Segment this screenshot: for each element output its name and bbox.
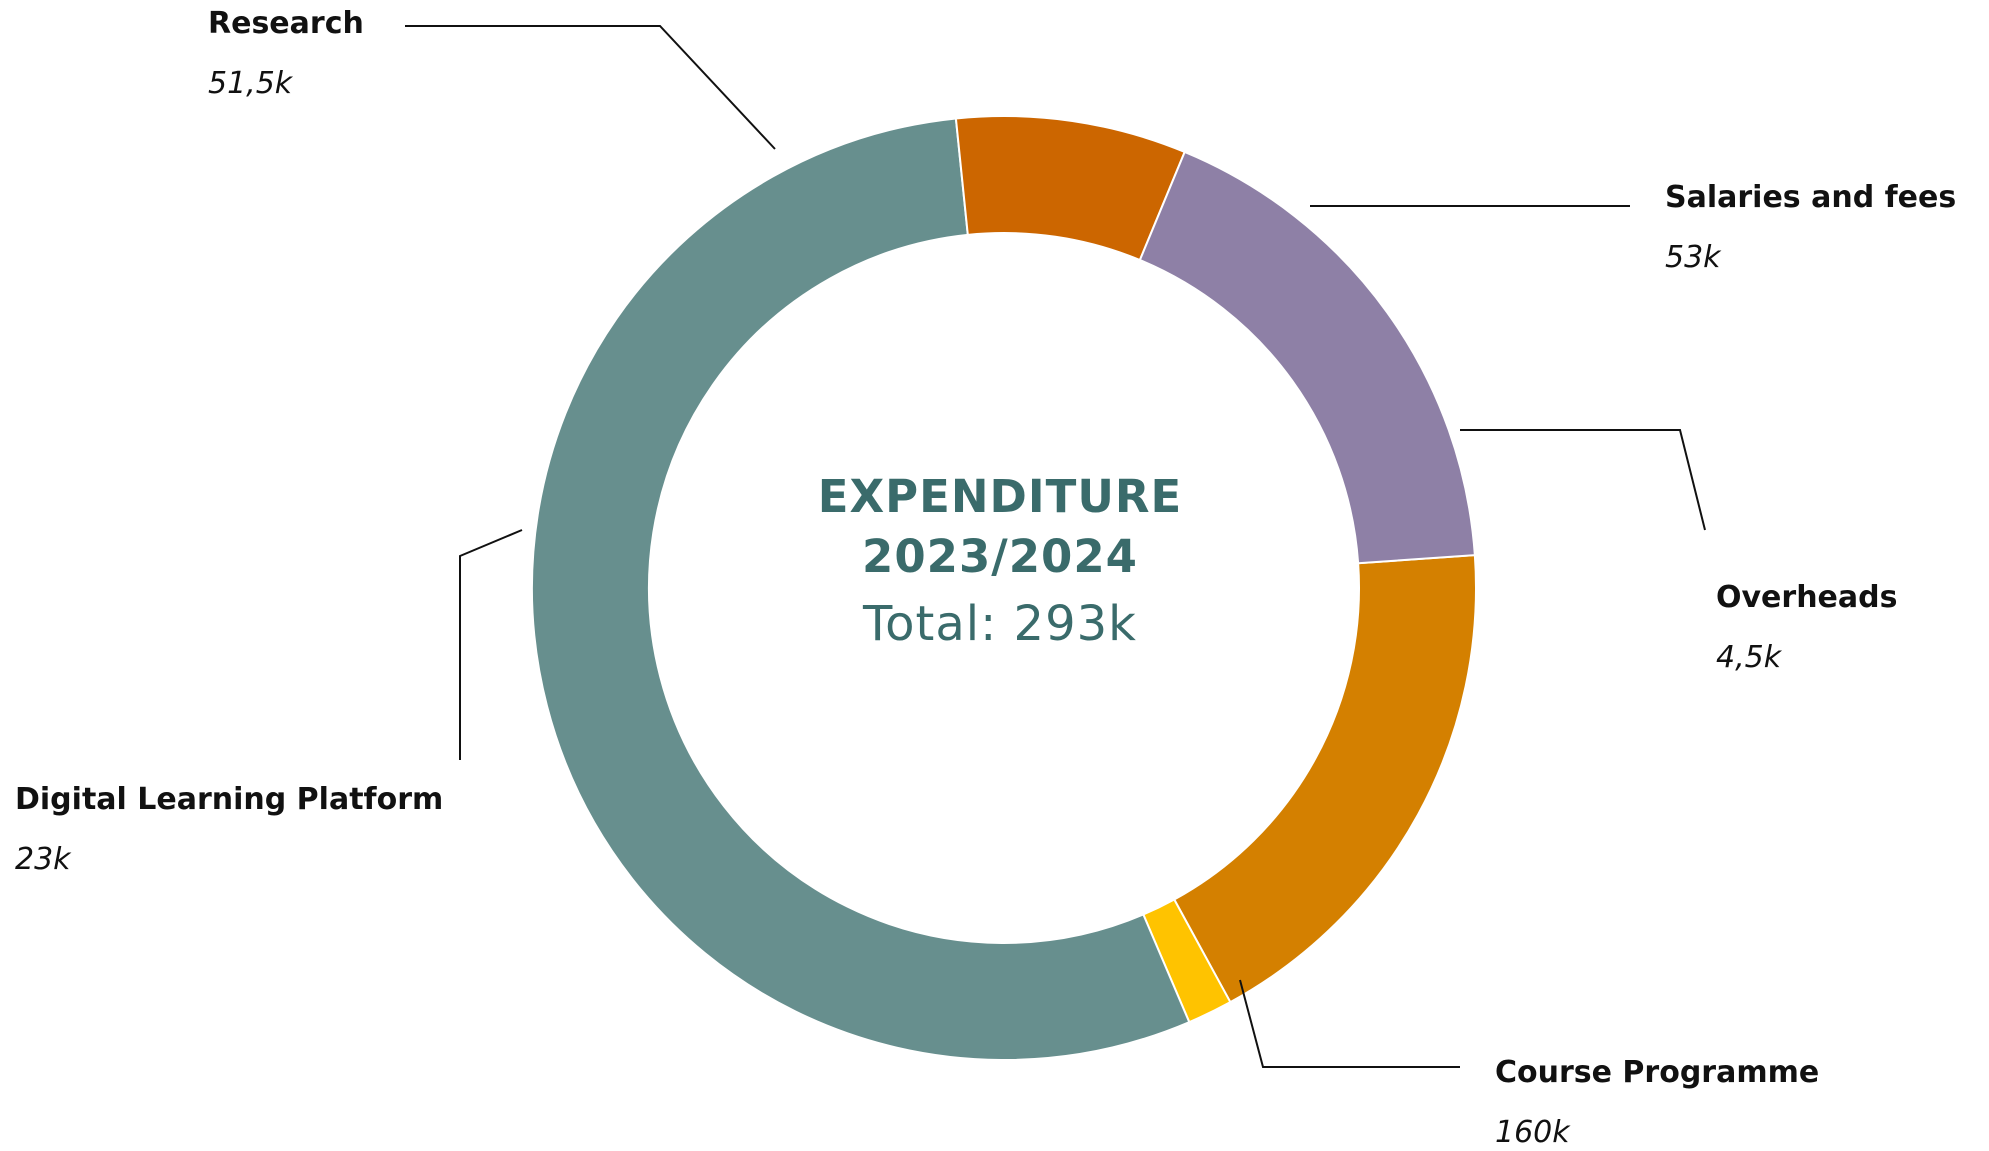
slice-name-overheads: Overheads xyxy=(1716,580,1898,615)
leader-line-research xyxy=(405,25,776,150)
chart-title: EXPENDITURE xyxy=(817,470,1183,523)
slice-value-course-programme: 160k xyxy=(1495,1115,1570,1150)
slice-value-research: 51,5k xyxy=(208,66,293,101)
slice-label-digital-learning: Digital Learning Platform 23k xyxy=(15,782,443,878)
chart-total-label: Total: 293k xyxy=(863,596,1137,652)
slice-name-research: Research xyxy=(208,6,364,41)
donut-slice-course-programme xyxy=(531,117,1191,1061)
slice-value-salaries: 53k xyxy=(1665,240,1721,275)
donut-slice-research xyxy=(1138,150,1476,565)
slice-value-overheads: 4,5k xyxy=(1716,640,1782,675)
leader-line-overheads xyxy=(1460,429,1706,531)
slice-label-course-programme: Course Programme 160k xyxy=(1495,1055,1819,1151)
slice-label-salaries: Salaries and fees 53k xyxy=(1665,180,1956,276)
slices-layer xyxy=(531,115,1477,1061)
leader-line-digital-learning xyxy=(459,529,523,760)
slice-label-overheads: Overheads 4,5k xyxy=(1716,580,1897,676)
slice-label-research: Research 51,5k xyxy=(208,6,364,102)
leader-lines xyxy=(405,25,1706,1068)
donut-center-text: EXPENDITURE 2023/2024 Total: 293k xyxy=(800,468,1200,660)
leader-line-course-programme xyxy=(1239,979,1460,1068)
donut-slice-salaries-and-fees xyxy=(1172,554,1477,1004)
slice-name-course-programme: Course Programme xyxy=(1495,1055,1820,1090)
slice-name-digital-learning: Digital Learning Platform xyxy=(15,782,444,817)
chart-subtitle: 2023/2024 xyxy=(862,530,1138,583)
slice-value-digital-learning: 23k xyxy=(15,842,71,877)
slice-name-salaries: Salaries and fees xyxy=(1665,180,1957,215)
